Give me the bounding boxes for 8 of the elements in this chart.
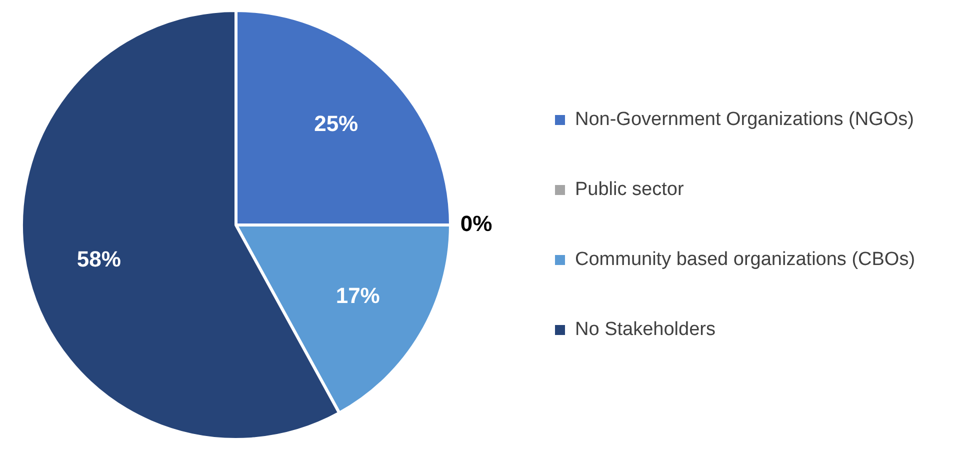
data-label: 58% bbox=[76, 246, 121, 272]
legend-label: Non-Government Organizations (NGOs) bbox=[575, 109, 914, 131]
data-label: 25% bbox=[314, 110, 358, 136]
legend-label: Community based organizations (CBOs) bbox=[575, 249, 916, 271]
legend-label: Public sector bbox=[575, 179, 684, 201]
legend-label: No Stakeholders bbox=[575, 319, 716, 341]
data-label: 17% bbox=[336, 283, 380, 308]
text: 0% bbox=[460, 211, 492, 236]
